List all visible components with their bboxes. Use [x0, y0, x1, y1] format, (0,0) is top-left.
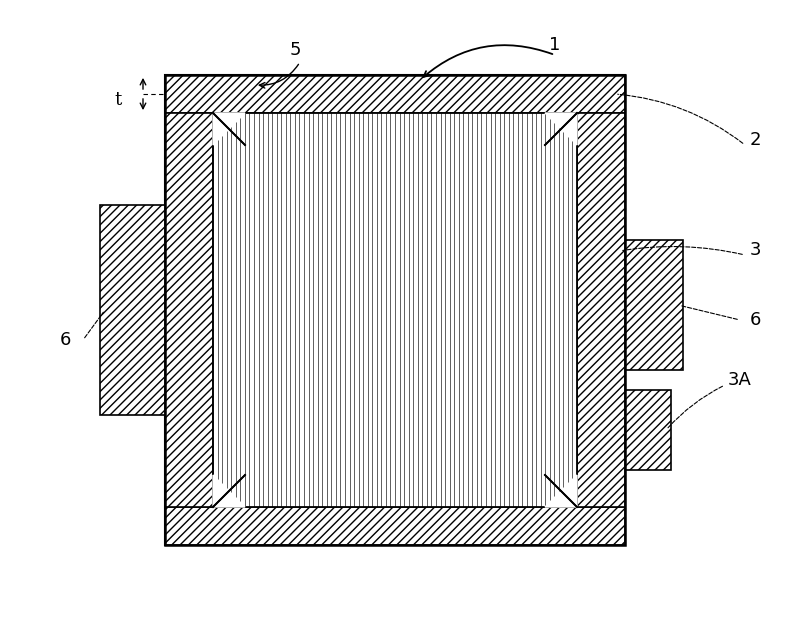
Text: 5: 5: [290, 41, 301, 59]
Bar: [577, 113, 625, 507]
Bar: [165, 75, 625, 545]
Bar: [623, 390, 671, 470]
Bar: [623, 240, 683, 370]
Bar: [165, 507, 625, 545]
Bar: [213, 113, 577, 507]
Text: t: t: [114, 91, 122, 109]
Bar: [100, 205, 168, 415]
Bar: [165, 75, 625, 113]
Text: 2: 2: [750, 131, 761, 149]
Bar: [165, 113, 213, 507]
Polygon shape: [545, 113, 577, 145]
Text: 3: 3: [750, 241, 761, 259]
Polygon shape: [213, 113, 245, 145]
Bar: [213, 113, 577, 507]
Text: 6: 6: [59, 331, 70, 349]
Text: 1: 1: [550, 36, 561, 54]
Text: 6: 6: [750, 311, 761, 329]
Bar: [165, 75, 625, 545]
Polygon shape: [545, 475, 577, 507]
Text: 3A: 3A: [728, 371, 752, 389]
Polygon shape: [213, 475, 245, 507]
